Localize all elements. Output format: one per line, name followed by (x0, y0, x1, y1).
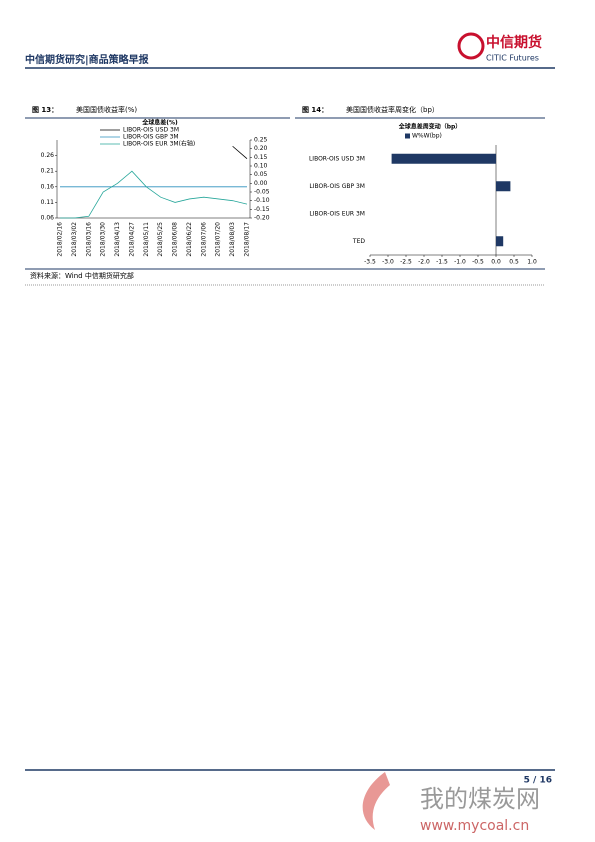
bar (391, 153, 496, 164)
bar (496, 181, 511, 192)
y-tick-label: LIBOR-OIS GBP 3M (309, 183, 365, 190)
x-tick-label: -3.5 (364, 259, 376, 266)
x-tick-label: 2018/03/02 (71, 222, 78, 257)
y2-tick-label: -0.20 (254, 215, 270, 222)
logo-mark (457, 32, 485, 60)
legend-swatch (405, 133, 410, 139)
x-tick-label: -2.5 (400, 259, 412, 266)
y-tick-label: LIBOR-OIS USD 3M (309, 155, 365, 162)
y-tick-label: LIBOR-OIS EUR 3M (309, 210, 365, 217)
x-tick-label: 2018/07/20 (215, 222, 222, 257)
legend-label: LIBOR-OIS EUR 3M(右轴) (123, 140, 195, 148)
x-tick-label: -2.0 (418, 259, 430, 266)
legend-label: LIBOR-OIS GBP 3M (123, 134, 179, 141)
x-tick-label: -1.5 (436, 259, 448, 266)
legend-label: W%W(bp) (412, 133, 442, 140)
figure-number: 图 14： (302, 105, 328, 114)
x-tick-label: 0.0 (491, 259, 501, 266)
source: 资料来源：Wind 中信期货研究部 (30, 271, 134, 280)
y2-tick-label: 0.15 (254, 154, 268, 161)
y2-tick-label: 0.10 (254, 163, 268, 170)
y-tick-label: 0.16 (41, 183, 55, 190)
figure-title: 美国国债收益率(%) (76, 105, 137, 114)
y2-tick-label: -0.10 (254, 197, 270, 204)
y2-tick-label: 0.00 (254, 180, 268, 187)
y-tick-label: 0.21 (41, 168, 55, 175)
logo-en: CITIC Futures (486, 54, 539, 63)
bar (496, 236, 504, 247)
x-tick-label: 2018/08/03 (229, 222, 236, 257)
x-tick-label: -3.0 (382, 259, 394, 266)
figure-number: 图 13： (32, 105, 58, 114)
x-tick-label: 2018/05/25 (157, 222, 164, 257)
x-tick-label: -1.0 (454, 259, 466, 266)
legend-label: LIBOR-OIS USD 3M (123, 127, 179, 134)
y2-tick-label: 0.20 (254, 145, 268, 152)
y-tick-label: 0.06 (41, 215, 55, 222)
y2-tick-label: -0.05 (254, 189, 270, 196)
series-line (232, 145, 248, 160)
y2-tick-label: -0.15 (254, 206, 270, 213)
watermark-cn: 我的煤炭网 (420, 785, 540, 813)
x-tick-label: 2018/03/16 (85, 222, 92, 257)
x-tick-label: 2018/02/16 (57, 222, 64, 257)
y-tick-label: 0.11 (41, 199, 55, 206)
series-line (60, 170, 248, 219)
y-tick-label: TED (352, 238, 365, 245)
y2-tick-label: 0.05 (254, 171, 268, 178)
logo-cn: 中信期货 (486, 34, 542, 51)
chart-title: 全球息差周变动（bp） (398, 123, 462, 131)
figure-title: 美国国债收益率周变化（bp） (346, 105, 439, 114)
x-tick-label: 2018/03/30 (100, 222, 107, 257)
x-tick-label: -0.5 (472, 259, 484, 266)
y2-tick-label: 0.25 (254, 137, 268, 144)
x-tick-label: 2018/04/27 (128, 222, 135, 257)
x-tick-label: 2018/04/13 (114, 222, 121, 257)
x-tick-label: 2018/06/22 (186, 222, 193, 257)
x-tick-label: 2018/06/08 (172, 222, 179, 257)
x-tick-label: 0.5 (509, 259, 519, 266)
x-tick-label: 2018/08/17 (244, 222, 251, 257)
watermark-logo (362, 772, 390, 830)
y-tick-label: 0.26 (41, 152, 55, 159)
x-tick-label: 2018/05/11 (143, 222, 150, 257)
x-tick-label: 2018/07/06 (200, 222, 207, 257)
header-title: 中信期货研究|商品策略早报 (25, 53, 149, 66)
x-tick-label: 1.0 (527, 259, 537, 266)
page-number: 5 / 16 (524, 776, 552, 786)
chart-title: 全球息差(%) (141, 119, 178, 127)
watermark-url: www.mycoal.cn (420, 818, 529, 834)
